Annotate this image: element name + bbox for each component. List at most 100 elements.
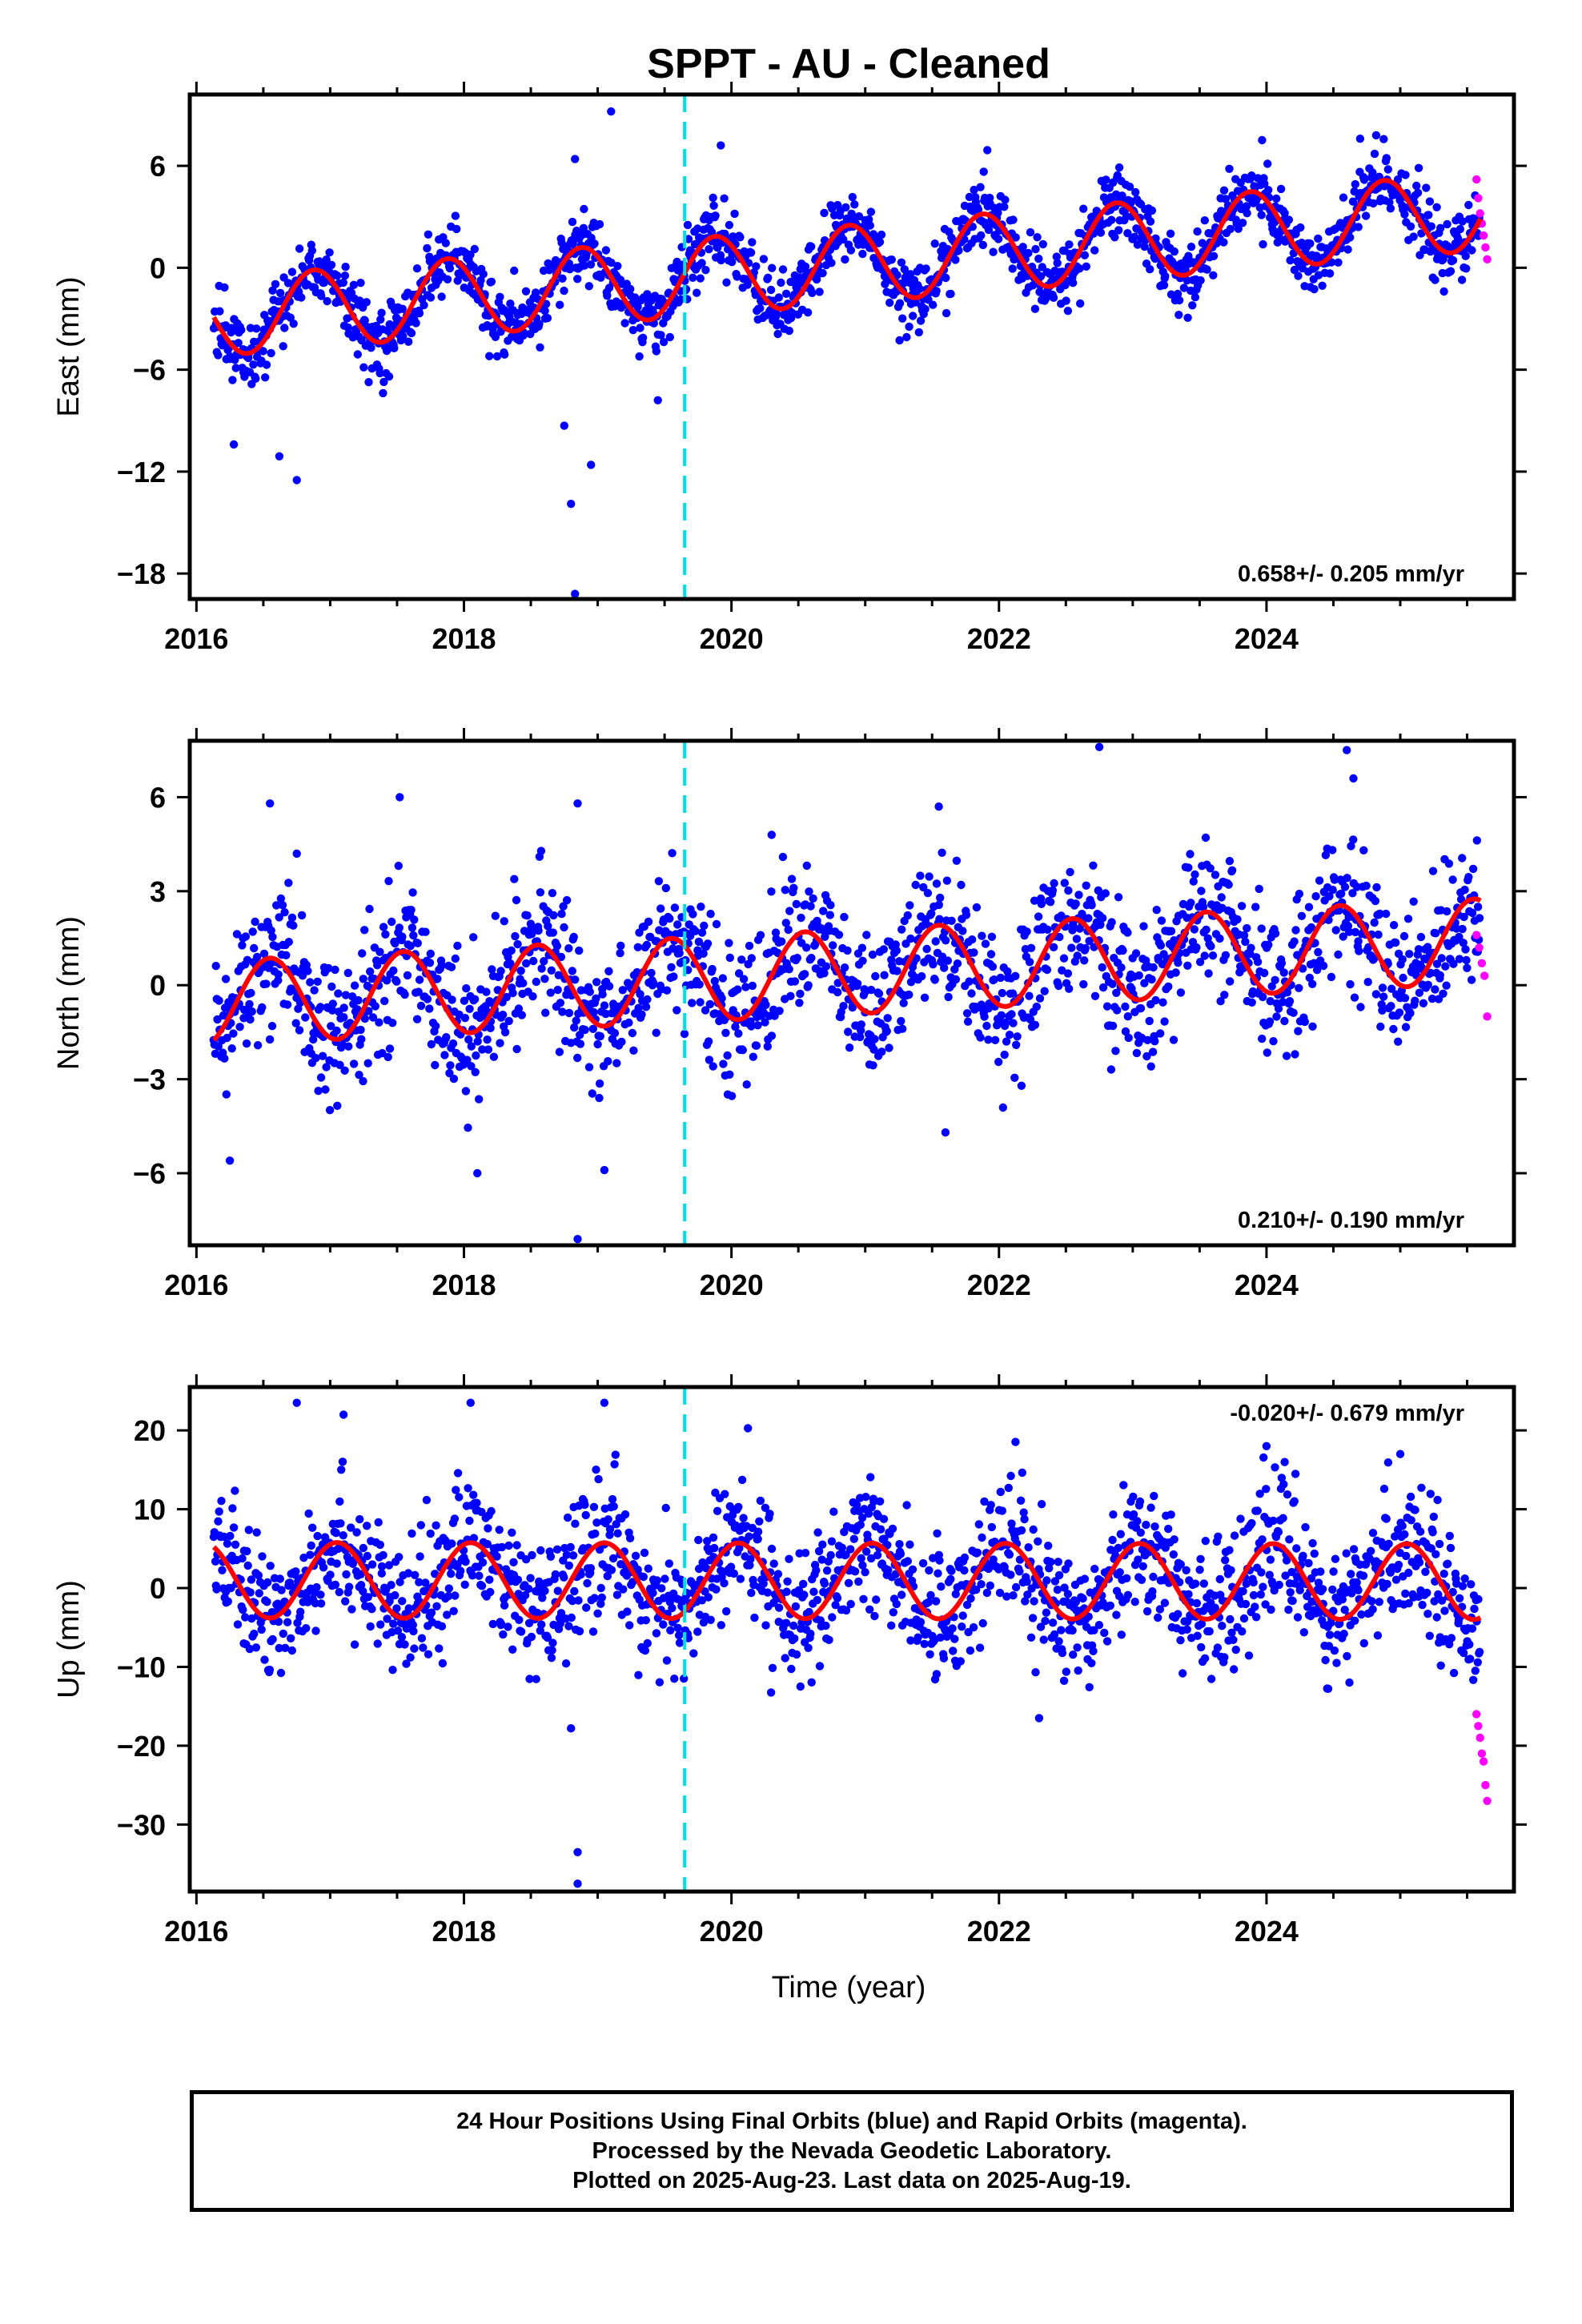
data-point	[393, 1626, 403, 1635]
data-point	[1263, 1048, 1272, 1057]
data-point	[379, 388, 387, 398]
data-point	[333, 1101, 342, 1111]
data-point	[536, 1546, 545, 1555]
data-point	[965, 192, 974, 202]
data-point	[1258, 135, 1267, 145]
data-point	[1256, 1590, 1266, 1599]
data-point	[1069, 1651, 1078, 1659]
data-point	[1098, 914, 1107, 923]
data-point	[280, 908, 289, 917]
data-point	[684, 235, 693, 243]
data-point	[1036, 1622, 1046, 1631]
data-point	[962, 1600, 972, 1610]
data-point	[608, 1554, 618, 1563]
data-point	[752, 1041, 761, 1050]
data-point	[977, 1580, 986, 1589]
data-point	[252, 324, 261, 333]
data-point	[268, 932, 277, 942]
x-tick-label: 2022	[967, 1269, 1031, 1301]
data-point	[219, 1532, 228, 1542]
data-point	[1065, 240, 1074, 249]
data-point	[556, 300, 564, 309]
data-point	[1182, 275, 1191, 285]
data-point	[745, 1532, 753, 1541]
data-point	[407, 328, 416, 338]
outlier-point	[573, 799, 582, 808]
data-point	[409, 931, 418, 940]
data-point	[1003, 967, 1012, 976]
data-point	[1199, 1579, 1209, 1588]
data-point	[568, 967, 576, 975]
data-point	[448, 995, 456, 1004]
data-point	[888, 1524, 897, 1534]
data-point	[1391, 938, 1400, 947]
data-point	[895, 1540, 904, 1549]
data-point	[787, 1664, 796, 1674]
data-point	[694, 1535, 703, 1545]
data-point	[333, 271, 342, 280]
data-point	[1022, 927, 1031, 936]
data-point	[892, 1599, 901, 1609]
data-point	[669, 944, 677, 953]
data-point	[866, 1473, 875, 1482]
data-point	[1001, 195, 1010, 204]
data-point	[532, 1608, 542, 1618]
data-point	[414, 987, 423, 996]
data-point	[1457, 275, 1467, 284]
data-point	[1031, 244, 1040, 254]
data-point	[486, 1587, 495, 1597]
data-point	[488, 1619, 497, 1629]
data-point	[1354, 937, 1363, 946]
data-point	[659, 1620, 668, 1629]
data-point	[812, 275, 821, 284]
data-point	[984, 225, 994, 235]
data-point	[1262, 1485, 1271, 1494]
data-point	[527, 1632, 536, 1642]
data-point	[504, 952, 512, 962]
data-point	[675, 1638, 685, 1647]
data-point	[1398, 955, 1407, 964]
data-point	[867, 1554, 876, 1563]
data-point	[908, 1565, 917, 1574]
data-point	[1149, 963, 1158, 972]
data-point	[778, 265, 788, 274]
data-point	[316, 1590, 325, 1599]
data-point	[1409, 897, 1418, 907]
data-point	[1133, 240, 1142, 249]
data-point	[553, 1586, 562, 1595]
data-point	[1054, 1637, 1063, 1646]
data-point	[625, 1534, 635, 1543]
data-point	[1043, 925, 1052, 935]
data-point	[1351, 179, 1360, 189]
data-point	[1186, 899, 1195, 907]
data-point	[821, 932, 829, 942]
outlier-point	[934, 802, 943, 811]
data-point	[936, 893, 945, 903]
rate-label: 0.658+/- 0.205 mm/yr	[1238, 561, 1464, 587]
data-point	[727, 1092, 737, 1100]
data-point	[749, 1052, 757, 1061]
rapid-point	[1477, 959, 1487, 968]
data-point	[1026, 943, 1036, 953]
data-point	[1034, 254, 1043, 263]
data-point	[364, 1007, 373, 1015]
data-point	[1009, 215, 1018, 224]
data-point	[1321, 850, 1331, 860]
data-point	[218, 1566, 227, 1575]
data-point	[1261, 1600, 1270, 1609]
data-point	[248, 927, 257, 936]
data-point	[303, 967, 312, 975]
data-point	[661, 883, 670, 893]
data-point	[845, 1043, 854, 1052]
data-point	[669, 972, 678, 981]
data-point	[1399, 931, 1409, 941]
data-point	[564, 1008, 574, 1018]
data-point	[425, 1004, 434, 1013]
data-point	[1008, 264, 1017, 273]
data-point	[1208, 951, 1218, 960]
data-point	[316, 1003, 325, 1011]
data-point	[1038, 239, 1048, 249]
data-point	[877, 1047, 886, 1056]
data-point	[214, 351, 223, 360]
data-point	[1121, 1027, 1130, 1036]
